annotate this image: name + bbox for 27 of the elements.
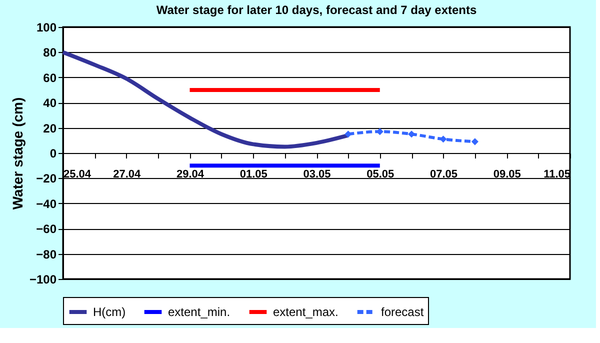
y-tick-label: −40 <box>36 196 57 211</box>
y-tick-label: −60 <box>36 222 57 236</box>
x-tick-label: 11.05 <box>544 168 570 180</box>
y-tick-label: −80 <box>36 247 57 262</box>
legend-label: forecast <box>381 305 424 319</box>
y-tick-label: 20 <box>43 121 57 136</box>
x-tick-label: 29.04 <box>176 168 205 180</box>
y-tick-label: 40 <box>43 96 57 110</box>
y-axis-title: Water stage (cm) <box>9 97 26 210</box>
chart-title: Water stage for later 10 days, forecast and 7 day extents <box>156 3 477 17</box>
x-tick-label: 05.05 <box>366 168 394 180</box>
legend-label: extent_min. <box>168 305 230 319</box>
y-tick-label: 0 <box>50 146 57 160</box>
legend-label: extent_max. <box>273 305 338 319</box>
x-tick-label: 09.05 <box>493 168 521 180</box>
x-tick-label: 07.05 <box>430 168 458 180</box>
y-tick-label: 100 <box>36 20 57 34</box>
y-tick-label: 80 <box>43 46 57 60</box>
y-tick-label: −20 <box>36 172 57 186</box>
x-tick-label: 03.05 <box>303 168 331 180</box>
y-tick-label: 60 <box>43 70 57 85</box>
legend-label: H(cm) <box>93 305 126 319</box>
x-tick-label: 01.05 <box>240 168 268 180</box>
x-tick-label: 25.04 <box>64 168 92 180</box>
y-tick-label: −100 <box>29 272 57 286</box>
x-tick-label: 27.04 <box>113 168 142 180</box>
line-series <box>61 50 350 149</box>
